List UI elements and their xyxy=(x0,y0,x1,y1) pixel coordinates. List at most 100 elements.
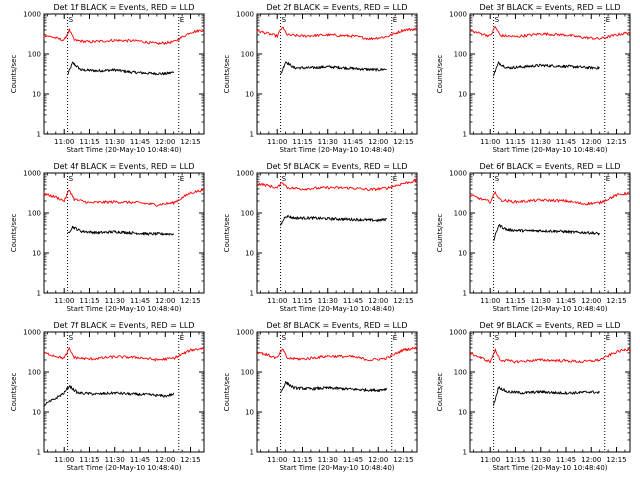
chart-title: Det 5f BLACK = Events, RED = LLD xyxy=(266,162,407,171)
chart-title: Det 9f BLACK = Events, RED = LLD xyxy=(479,321,620,330)
marker-label: S xyxy=(69,175,74,183)
chart-det-8: Det 8f BLACK = Events, RED = LLD 1 10 100 10… xyxy=(223,321,418,472)
chart-det-7: Det 7f BLACK = Events, RED = LLD 1 10 100 10… xyxy=(10,321,205,472)
x-tick-label: 11:00 xyxy=(480,456,500,464)
x-axis-label: Start Time (20-May-10 10:48:40) xyxy=(492,305,607,313)
plot-frame xyxy=(469,331,631,453)
marker-label: E xyxy=(180,334,184,342)
marker-label: S xyxy=(495,16,500,24)
chart-det-9: Det 9f BLACK = Events, RED = LLD 1 10 100 10… xyxy=(436,321,631,472)
x-tick-label: 11:45 xyxy=(343,456,363,464)
x-axis-label: Start Time (20-May-10 10:48:40) xyxy=(66,305,181,313)
x-tick-label: 12:15 xyxy=(180,456,200,464)
x-tick-label: 11:45 xyxy=(556,138,576,146)
x-tick-label: 11:15 xyxy=(79,138,99,146)
x-tick-label: 11:30 xyxy=(531,456,551,464)
lld-series-line xyxy=(43,28,205,46)
x-tick-label: 11:30 xyxy=(105,138,125,146)
y-tick-label: 1000 xyxy=(23,170,41,178)
chart-det-2: Det 2f BLACK = Events, RED = LLD 1 10 100 10… xyxy=(223,3,418,154)
chart-det-5: Det 5f BLACK = Events, RED = LLD 1 10 100 10… xyxy=(223,162,418,313)
chart-title: Det 1f BLACK = Events, RED = LLD xyxy=(53,3,194,12)
x-tick-label: 12:00 xyxy=(581,297,601,305)
x-tick-label: 11:00 xyxy=(267,138,287,146)
x-tick-label: 12:00 xyxy=(581,138,601,146)
y-tick-label: 10 xyxy=(245,250,254,258)
x-tick-label: 12:15 xyxy=(393,456,413,464)
y-axis-label: Counts/sec xyxy=(436,373,444,412)
chart-title: Det 3f BLACK = Events, RED = LLD xyxy=(479,3,620,12)
x-tick-label: 11:00 xyxy=(267,297,287,305)
lld-series-line xyxy=(43,188,205,207)
y-axis-label: Counts/sec xyxy=(223,55,231,94)
lld-series-line xyxy=(256,346,418,362)
plot-frame xyxy=(256,13,418,135)
x-tick-label: 12:15 xyxy=(606,297,626,305)
x-tick-label: 11:15 xyxy=(505,138,525,146)
x-tick-label: 12:15 xyxy=(393,138,413,146)
marker-label: S xyxy=(495,175,500,183)
y-tick-label: 100 xyxy=(28,369,41,377)
y-tick-label: 10 xyxy=(32,91,41,99)
y-tick-label: 100 xyxy=(241,369,254,377)
x-tick-label: 12:00 xyxy=(368,456,388,464)
marker-label: E xyxy=(393,334,397,342)
chart-det-3: Det 3f BLACK = Events, RED = LLD 1 10 100 10… xyxy=(436,3,631,154)
chart-title: Det 4f BLACK = Events, RED = LLD xyxy=(53,162,194,171)
x-tick-label: 11:45 xyxy=(130,138,150,146)
y-tick-label: 100 xyxy=(28,51,41,59)
events-series-line xyxy=(67,61,175,76)
y-tick-label: 1000 xyxy=(236,11,254,19)
y-tick-label: 10 xyxy=(458,250,467,258)
x-axis-label: Start Time (20-May-10 10:48:40) xyxy=(66,146,181,154)
y-tick-label: 10 xyxy=(245,409,254,417)
marker-label: S xyxy=(495,334,500,342)
events-series-line xyxy=(280,214,387,226)
events-series-line xyxy=(493,61,600,77)
x-axis-label: Start Time (20-May-10 10:48:40) xyxy=(492,146,607,154)
x-tick-label: 11:15 xyxy=(292,138,312,146)
marker-label: E xyxy=(393,175,397,183)
x-tick-label: 11:30 xyxy=(318,138,338,146)
y-tick-label: 1000 xyxy=(449,170,467,178)
x-tick-label: 11:30 xyxy=(318,456,338,464)
y-tick-label: 100 xyxy=(241,51,254,59)
x-tick-label: 11:00 xyxy=(267,456,287,464)
marker-label: S xyxy=(282,175,287,183)
x-tick-label: 11:45 xyxy=(343,297,363,305)
x-tick-label: 11:15 xyxy=(292,456,312,464)
chart-det-4: Det 4f BLACK = Events, RED = LLD 1 10 100 10… xyxy=(10,162,205,313)
x-tick-label: 12:00 xyxy=(581,456,601,464)
y-tick-label: 10 xyxy=(32,409,41,417)
y-tick-label: 1000 xyxy=(236,170,254,178)
x-tick-label: 11:15 xyxy=(505,456,525,464)
y-tick-label: 10 xyxy=(32,250,41,258)
x-tick-label: 11:45 xyxy=(556,297,576,305)
x-tick-label: 12:15 xyxy=(606,138,626,146)
chart-title: Det 7f BLACK = Events, RED = LLD xyxy=(53,321,194,330)
y-tick-label: 10 xyxy=(458,91,467,99)
x-tick-label: 11:00 xyxy=(480,297,500,305)
y-tick-label: 1 xyxy=(37,290,41,298)
y-tick-label: 1000 xyxy=(449,11,467,19)
x-axis-label: Start Time (20-May-10 10:48:40) xyxy=(279,464,394,472)
y-tick-label: 1000 xyxy=(23,329,41,337)
x-tick-label: 11:45 xyxy=(130,297,150,305)
chart-title: Det 8f BLACK = Events, RED = LLD xyxy=(266,321,407,330)
x-axis-label: Start Time (20-May-10 10:48:40) xyxy=(66,464,181,472)
y-axis-label: Counts/sec xyxy=(10,55,18,94)
events-series-line xyxy=(493,385,601,406)
plot-frame xyxy=(256,331,418,453)
plot-frame xyxy=(43,13,205,135)
x-tick-label: 12:00 xyxy=(155,138,175,146)
chart-title: Det 6f BLACK = Events, RED = LLD xyxy=(479,162,620,171)
events-series-line xyxy=(67,225,175,236)
marker-label: E xyxy=(393,16,397,24)
x-tick-label: 11:15 xyxy=(79,456,99,464)
x-axis-label: Start Time (20-May-10 10:48:40) xyxy=(279,146,394,154)
y-tick-label: 1000 xyxy=(449,329,467,337)
y-axis-label: Counts/sec xyxy=(436,55,444,94)
x-tick-label: 11:15 xyxy=(79,297,99,305)
